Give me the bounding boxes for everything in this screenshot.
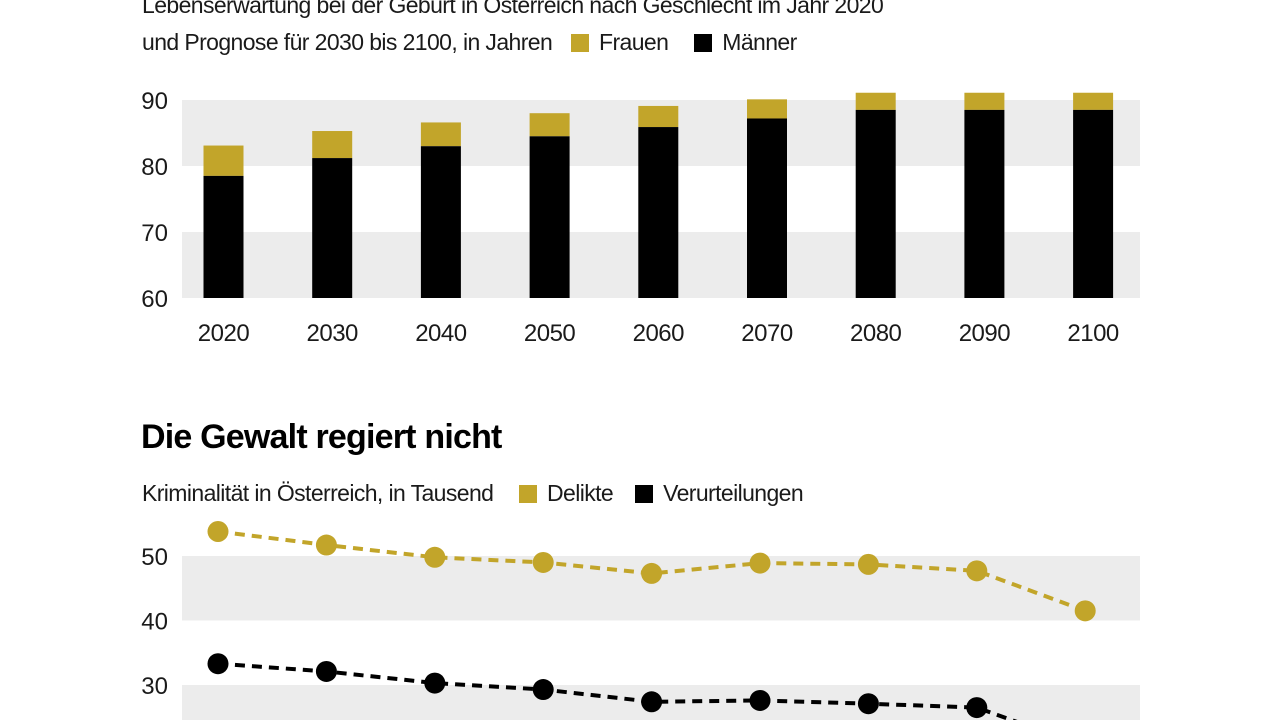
point-delikte-4 (641, 562, 663, 584)
bar-frauen-2100 (1073, 92, 1114, 110)
y-tick-label-50: 50 (141, 544, 168, 571)
x-tick-label-2090: 2090 (959, 320, 1011, 347)
point-verurteilungen-5 (749, 689, 771, 711)
point-delikte-7 (966, 560, 988, 582)
x-tick-label-2070: 2070 (741, 320, 793, 347)
y-tick-label-40: 40 (141, 609, 168, 636)
point-delikte-1 (315, 534, 337, 556)
bar-maenner-2060 (638, 127, 679, 298)
point-verurteilungen-0 (207, 653, 229, 675)
point-delikte-8 (1074, 600, 1096, 622)
point-delikte-0 (207, 520, 229, 542)
legend-swatch-verurteilungen (635, 484, 654, 503)
x-tick-label-2060: 2060 (633, 320, 685, 347)
x-tick-label-2020: 2020 (198, 320, 250, 347)
point-verurteilungen-1 (315, 660, 337, 682)
bar-maenner-2030 (312, 158, 353, 298)
legend-swatch-maenner (694, 33, 713, 52)
point-verurteilungen-7 (966, 697, 988, 719)
bar-frauen-2070 (747, 99, 787, 119)
y-tick-label-70: 70 (141, 220, 168, 247)
point-verurteilungen-4 (641, 691, 663, 713)
legend-swatch-frauen (571, 33, 589, 52)
legend-label-maenner: Männer (722, 29, 797, 55)
chart1-subtitle-line2: und Prognose für 2030 bis 2100, in Jahre… (142, 29, 553, 55)
chart1-subtitle-line1: Lebenserwartung bei der Geburt in Österr… (142, 0, 884, 18)
bar-chart-life-expectancy: 60 70 80 90 2020 2030 2040 2050 2060 2070 2080 2090… (141, 88, 1140, 347)
chart2-legend: Delikte Verurteilungen (519, 480, 804, 507)
chart2-subtitle: Kriminalität in Österreich, in Tausend (142, 480, 494, 506)
grid-band-40-50 (182, 556, 1140, 621)
bar-frauen-2060 (638, 105, 679, 128)
point-verurteilungen-2 (424, 672, 446, 694)
bar-frauen-2050 (529, 113, 570, 137)
bar-maenner-2020 (203, 175, 244, 298)
bar-maenner-2050 (529, 136, 570, 298)
chart1-legend: Frauen Männer (571, 29, 797, 56)
chart2-title: Die Gewalt regiert nicht (141, 418, 502, 456)
bar-maenner-2100 (1073, 109, 1114, 299)
x-tick-label-2050: 2050 (524, 320, 576, 347)
point-delikte-6 (857, 553, 879, 575)
legend-swatch-delikte (519, 484, 537, 503)
bar-frauen-2040 (420, 122, 461, 147)
y-tick-label-30: 30 (141, 673, 168, 700)
bar-maenner-2080 (855, 109, 896, 299)
y-tick-label-80: 80 (141, 154, 168, 181)
legend-label-frauen: Frauen (599, 29, 669, 55)
series-line-delikte (217, 529, 1086, 613)
point-delikte-3 (532, 551, 554, 573)
bar-frauen-2080 (855, 92, 896, 110)
bar-frauen-2020 (203, 145, 244, 176)
bar-maenner-2090 (964, 109, 1005, 299)
point-delikte-5 (749, 552, 771, 574)
bar-maenner-2070 (747, 118, 787, 298)
x-tick-label-2080: 2080 (850, 320, 902, 347)
series-line-verurteilungen (217, 661, 1018, 720)
x-tick-label-2040: 2040 (415, 320, 467, 347)
point-verurteilungen-3 (532, 679, 554, 701)
point-verurteilungen-6 (857, 693, 879, 715)
bar-maenner-2040 (420, 146, 461, 298)
bar-frauen-2090 (964, 92, 1005, 110)
y-tick-label-90: 90 (141, 88, 168, 115)
bar-frauen-2030 (312, 131, 353, 159)
x-tick-label-2030: 2030 (307, 320, 359, 347)
point-delikte-2 (424, 546, 446, 568)
legend-label-delikte: Delikte (547, 480, 614, 506)
legend-label-verurteilungen: Verurteilungen (663, 480, 804, 506)
y-tick-label-60: 60 (141, 286, 168, 313)
x-tick-label-2100: 2100 (1067, 320, 1119, 347)
